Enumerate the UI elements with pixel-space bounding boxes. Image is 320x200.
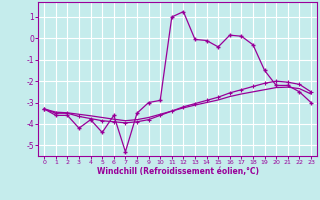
X-axis label: Windchill (Refroidissement éolien,°C): Windchill (Refroidissement éolien,°C) [97, 167, 259, 176]
